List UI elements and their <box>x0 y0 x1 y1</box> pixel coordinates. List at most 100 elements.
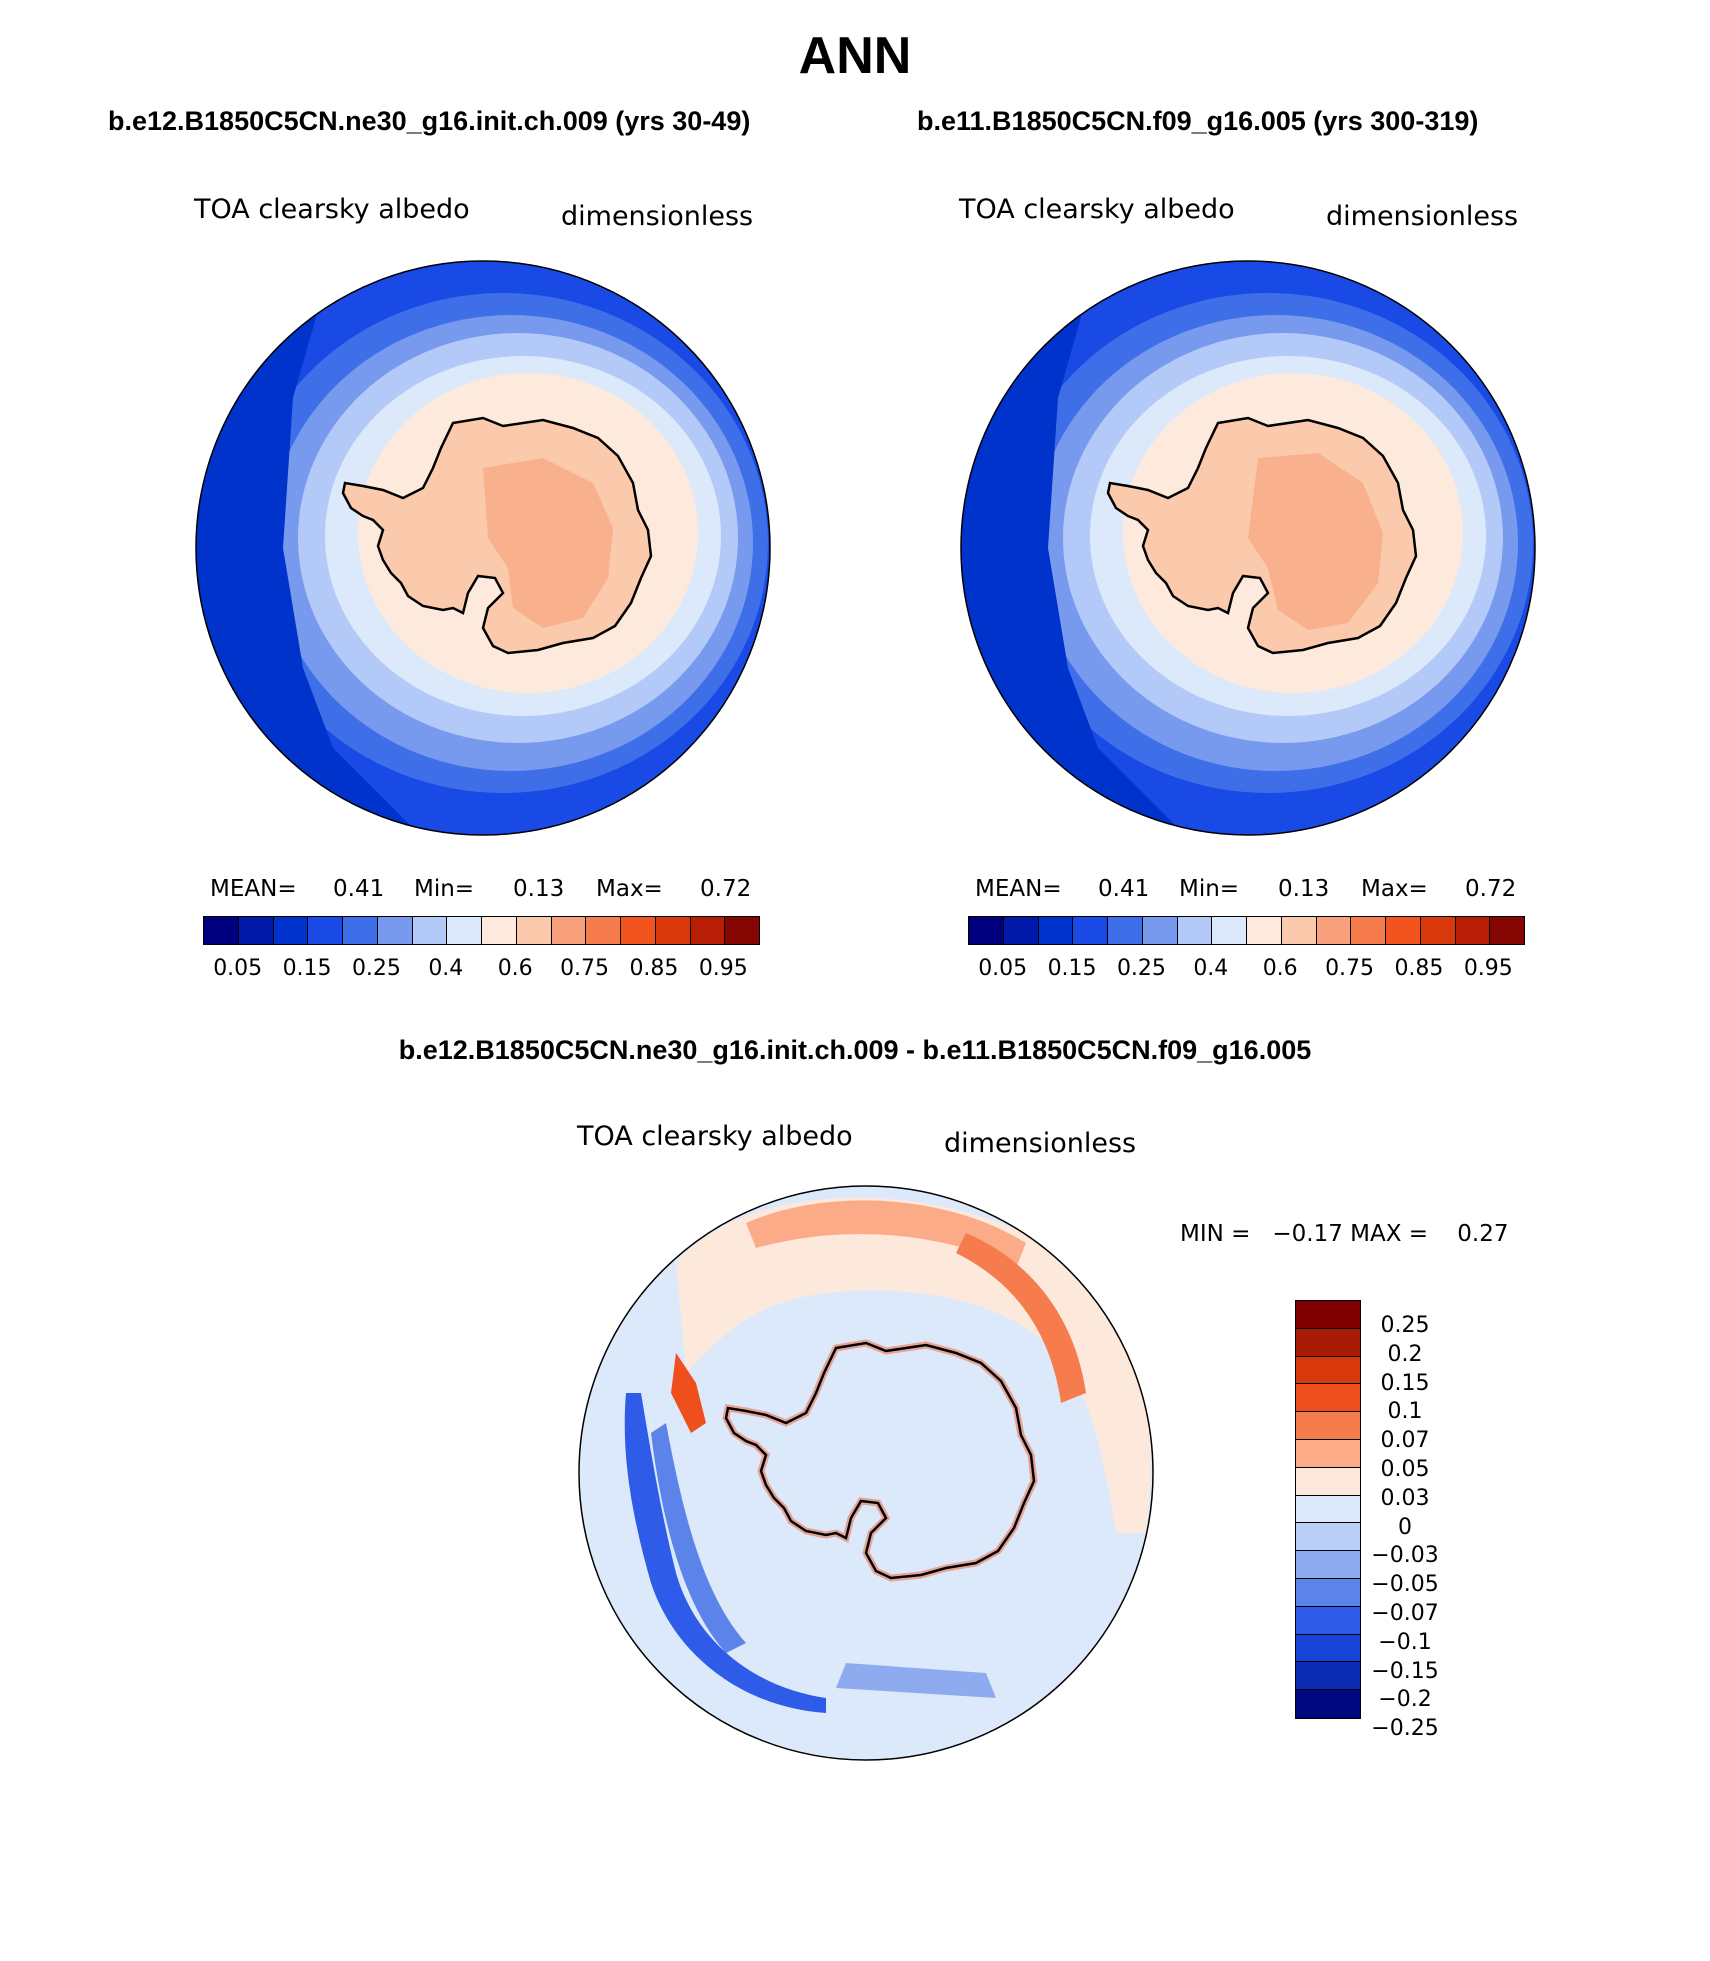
colorbar-tick-label: −0.15 <box>1371 1658 1439 1684</box>
colorbar-tick-label: 0.85 <box>1394 956 1444 981</box>
stats-mean-label-right: MEAN= <box>975 876 1062 902</box>
colorbar-tick-label: −0.05 <box>1371 1572 1439 1598</box>
stats-max-right: 0.72 <box>1465 876 1517 902</box>
colorbar-swatch <box>1296 1523 1360 1552</box>
stats-mean-label-left: MEAN= <box>210 876 297 902</box>
colorbar-swatch <box>1212 917 1247 944</box>
colorbar-swatch <box>1296 1551 1360 1579</box>
albedo-field-left <box>196 261 770 835</box>
colorbar-swatch <box>204 917 239 944</box>
variable-label-diff: TOA clearsky albedo <box>577 1121 853 1152</box>
colorbar-swatch <box>1296 1328 1360 1357</box>
colorbar-swatch <box>1296 1662 1360 1691</box>
colorbar-tick-label: −0.2 <box>1378 1687 1432 1713</box>
colorbar-ticks-diff: 0.25 0.2 0.15 0.1 0.07 0.05 0.03 0 −0.03 −0.05 −0.… <box>1364 1312 1446 1744</box>
colorbar-tick-label: 0.6 <box>1262 956 1298 981</box>
colorbar-tick-label: 0.25 <box>1116 956 1166 981</box>
colorbar-swatch <box>273 917 309 944</box>
colorbar-swatch <box>586 917 621 944</box>
colorbar-left <box>203 916 760 945</box>
colorbar-swatch <box>447 917 482 944</box>
colorbar-swatch <box>1490 917 1524 944</box>
colorbar-right <box>968 916 1525 945</box>
colorbar-swatch <box>551 917 587 944</box>
diff-minmax: MIN = −0.17 MAX = 0.27 <box>1180 1221 1509 1247</box>
stats-min-right: 0.13 <box>1278 876 1330 902</box>
figure-title: ANN <box>798 27 912 85</box>
colorbar-swatch <box>1296 1439 1360 1468</box>
colorbar-swatch <box>690 917 726 944</box>
colorbar-swatch <box>655 917 691 944</box>
colorbar-swatch <box>1003 917 1039 944</box>
colorbar-tick-label: 0.05 <box>213 956 263 981</box>
case-title-left: b.e12.B1850C5CN.ne30_g16.init.ch.009 (yr… <box>108 106 751 136</box>
colorbar-tick-label: 0.6 <box>497 956 533 981</box>
stats-max-label-right: Max= <box>1361 876 1428 902</box>
colorbar-swatch <box>1296 1356 1360 1385</box>
colorbar-swatch <box>482 917 517 944</box>
colorbar-tick-label: 0.25 <box>351 956 401 981</box>
colorbar-swatch <box>1247 917 1282 944</box>
difference-map <box>578 1185 1154 1761</box>
difference-title: b.e12.B1850C5CN.ne30_g16.init.ch.009 - b… <box>398 1035 1312 1065</box>
colorbar-tick-label: 0.15 <box>282 956 332 981</box>
stats-mean-right: 0.41 <box>1098 876 1150 902</box>
colorbar-swatch <box>1386 917 1421 944</box>
colorbar-tick-label: 0.07 <box>1380 1428 1430 1454</box>
colorbar-diff <box>1295 1300 1361 1719</box>
colorbar-swatch <box>1038 917 1074 944</box>
colorbar-tick-label: −0.25 <box>1371 1716 1439 1742</box>
colorbar-swatch <box>1296 1384 1360 1413</box>
colorbar-tick-label: 0.95 <box>1463 956 1513 981</box>
case-title-right: b.e11.B1850C5CN.f09_g16.005 (yrs 300-319… <box>917 106 1479 136</box>
colorbar-swatch <box>1142 917 1178 944</box>
albedo-map-left <box>195 260 771 836</box>
colorbar-swatch <box>1296 1634 1360 1663</box>
colorbar-swatch <box>1177 917 1213 944</box>
colorbar-tick-label: −0.1 <box>1378 1629 1432 1655</box>
colorbar-swatch <box>1296 1578 1360 1607</box>
colorbar-swatch <box>1296 1495 1360 1524</box>
colorbar-tick-label: 0.05 <box>1380 1456 1430 1482</box>
units-label-diff: dimensionless <box>944 1128 1137 1159</box>
colorbar-tick-label: 0.95 <box>698 956 748 981</box>
stats-min-left: 0.13 <box>513 876 565 902</box>
colorbar-tick-label: 0 <box>1398 1514 1412 1540</box>
difference-field <box>579 1186 1153 1760</box>
colorbar-swatch <box>343 917 378 944</box>
colorbar-swatch <box>1296 1301 1360 1329</box>
stats-max-left: 0.72 <box>700 876 752 902</box>
variable-label-left: TOA clearsky albedo <box>194 194 470 225</box>
stats-mean-left: 0.41 <box>333 876 385 902</box>
colorbar-swatch <box>1073 917 1108 944</box>
colorbar-tick-label: 0.4 <box>428 956 464 981</box>
albedo-field-right <box>961 261 1535 835</box>
units-label-right: dimensionless <box>1326 201 1519 232</box>
stats-min-label-right: Min= <box>1179 876 1240 902</box>
colorbar-swatch <box>412 917 448 944</box>
colorbar-tick-label: 0.15 <box>1380 1370 1430 1396</box>
colorbar-ticks-right: 0.05 0.15 0.25 0.4 0.6 0.75 0.85 0.95 <box>968 958 1523 980</box>
stats-min-label-left: Min= <box>414 876 475 902</box>
colorbar-tick-label: 0.75 <box>1325 956 1375 981</box>
colorbar-tick-label: 0.4 <box>1193 956 1229 981</box>
colorbar-swatch <box>1316 917 1352 944</box>
colorbar-swatch <box>377 917 413 944</box>
colorbar-swatch <box>1455 917 1491 944</box>
colorbar-swatch <box>1281 917 1317 944</box>
colorbar-tick-label: 0.15 <box>1047 956 1097 981</box>
colorbar-swatch <box>516 917 552 944</box>
colorbar-swatch <box>1296 1606 1360 1635</box>
units-label-left: dimensionless <box>561 201 754 232</box>
colorbar-swatch <box>725 917 759 944</box>
colorbar-tick-label: 0.85 <box>629 956 679 981</box>
colorbar-tick-label: 0.75 <box>560 956 610 981</box>
colorbar-swatch <box>1296 1467 1360 1496</box>
colorbar-ticks-left: 0.05 0.15 0.25 0.4 0.6 0.75 0.85 0.95 <box>203 958 758 980</box>
colorbar-tick-label: 0.03 <box>1380 1485 1430 1511</box>
colorbar-tick-label: 0.25 <box>1380 1313 1430 1338</box>
variable-label-right: TOA clearsky albedo <box>959 194 1235 225</box>
colorbar-tick-label: −0.03 <box>1371 1543 1439 1569</box>
stats-max-label-left: Max= <box>596 876 663 902</box>
colorbar-swatch <box>308 917 343 944</box>
